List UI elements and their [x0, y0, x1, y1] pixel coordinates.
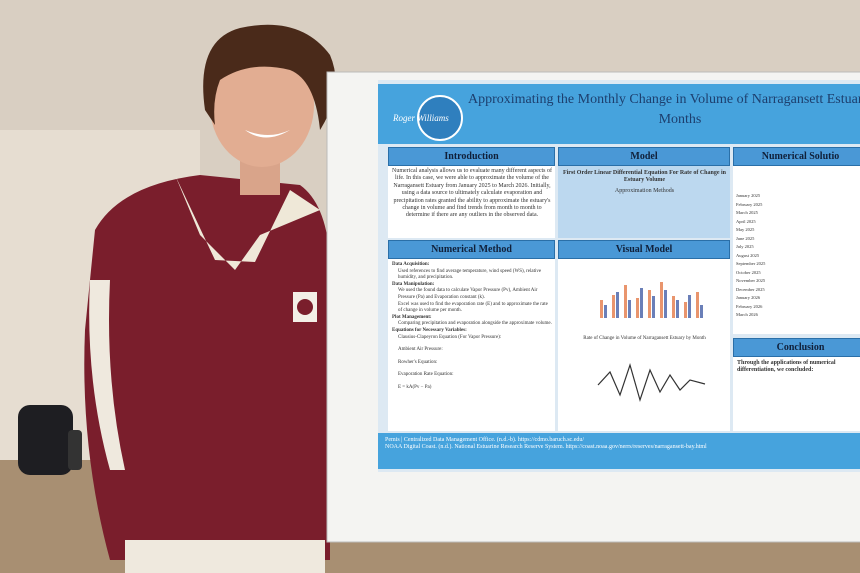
references-band [378, 433, 860, 469]
chart-title: Rate of Change in Volume of Narragansett… [583, 336, 706, 341]
month-label: March 2026 [736, 312, 758, 317]
section-heading: Conclusion [733, 338, 860, 357]
method-item: Rowher's Equation: [398, 359, 438, 365]
intro-text: Numerical analysis allows us to evaluate… [392, 168, 553, 219]
section-heading: Numerical Method [388, 240, 555, 259]
month-label: February 2025 [736, 201, 763, 207]
method-item: Plot Management: [392, 314, 432, 320]
method-item: E = kA(Pv − Pa) [398, 384, 432, 390]
collar [175, 175, 320, 270]
month-label: April 2025 [736, 218, 756, 224]
month-label: October 2025 [736, 269, 761, 275]
logo-text: Roger Williams [393, 113, 449, 123]
method-item: Data Acquisition: [392, 262, 430, 267]
method-item: Used references to find average temperat… [398, 268, 542, 281]
method-item: Excel was used to find the evaporation r… [398, 301, 548, 314]
pants [125, 540, 325, 573]
month-label: September 2025 [736, 261, 766, 266]
method-item: Ambient Air Pressure: [398, 347, 443, 353]
method-item: Evaporation Rate Equation: [398, 372, 454, 378]
bar-chart [600, 282, 699, 318]
sweater [84, 175, 331, 560]
method-box [388, 259, 555, 431]
month-label: March 2025 [736, 210, 758, 215]
month-column: January 2025 February 2025 March 2025 April… [736, 192, 796, 320]
badge-emblem [297, 299, 313, 315]
conclusion-box [733, 357, 860, 431]
month-label: January 2026 [736, 295, 761, 300]
model-subtitle: First Order Linear Differential Equation… [562, 170, 727, 184]
model-methods: Approximation Methods [614, 188, 675, 194]
hair [203, 24, 336, 130]
poster-title: Months [658, 112, 702, 127]
visual-box [558, 259, 730, 431]
method-item: Equations for Necessary Variables: [392, 327, 467, 333]
month-label: August 2025 [736, 252, 760, 258]
table-box [733, 166, 860, 334]
month-label: November 2025 [736, 278, 766, 283]
method-item: Clausius-Clapeyron Equation (For Vapor P… [398, 334, 502, 340]
logo-seal [417, 95, 463, 141]
bottle [68, 430, 82, 470]
backpack [18, 405, 73, 475]
section-heading: Model [558, 147, 730, 166]
model-box [558, 166, 730, 238]
poster-title: Approximating the Monthly Change in Volu… [468, 92, 860, 107]
line-chart [597, 362, 706, 403]
face [210, 43, 314, 167]
references: Pemis | Centralized Data Management Offi… [385, 437, 860, 452]
month-label: January 2025 [736, 193, 761, 198]
month-label: June 2025 [736, 235, 755, 241]
intro-box [388, 166, 555, 238]
conclusion-text: Through the applications of numerical di… [737, 360, 836, 374]
month-label: February 2026 [736, 303, 763, 309]
reference: NOAA Digital Coast. (n.d.). National Est… [385, 444, 707, 451]
method-text: Data Acquisition: Used references to find… [392, 262, 552, 392]
month-label: May 2025 [736, 227, 755, 232]
smile [245, 130, 290, 138]
sleeve-stripe [89, 280, 125, 470]
month-label: July 2025 [736, 244, 754, 249]
reference: Pemis | Centralized Data Management Offi… [385, 437, 585, 443]
section-heading: Numerical Solutio [733, 147, 860, 166]
section-heading: Visual Model [558, 240, 730, 259]
method-item: Data Manipulation: [392, 281, 435, 287]
bar-chart-2 [604, 288, 703, 318]
method-item: Comparing precipitation and evaporation … [398, 321, 552, 327]
method-item: We used the found data to calculate Vapo… [398, 288, 538, 300]
section-heading: Introduction [388, 147, 555, 166]
month-label: December 2025 [736, 286, 765, 292]
